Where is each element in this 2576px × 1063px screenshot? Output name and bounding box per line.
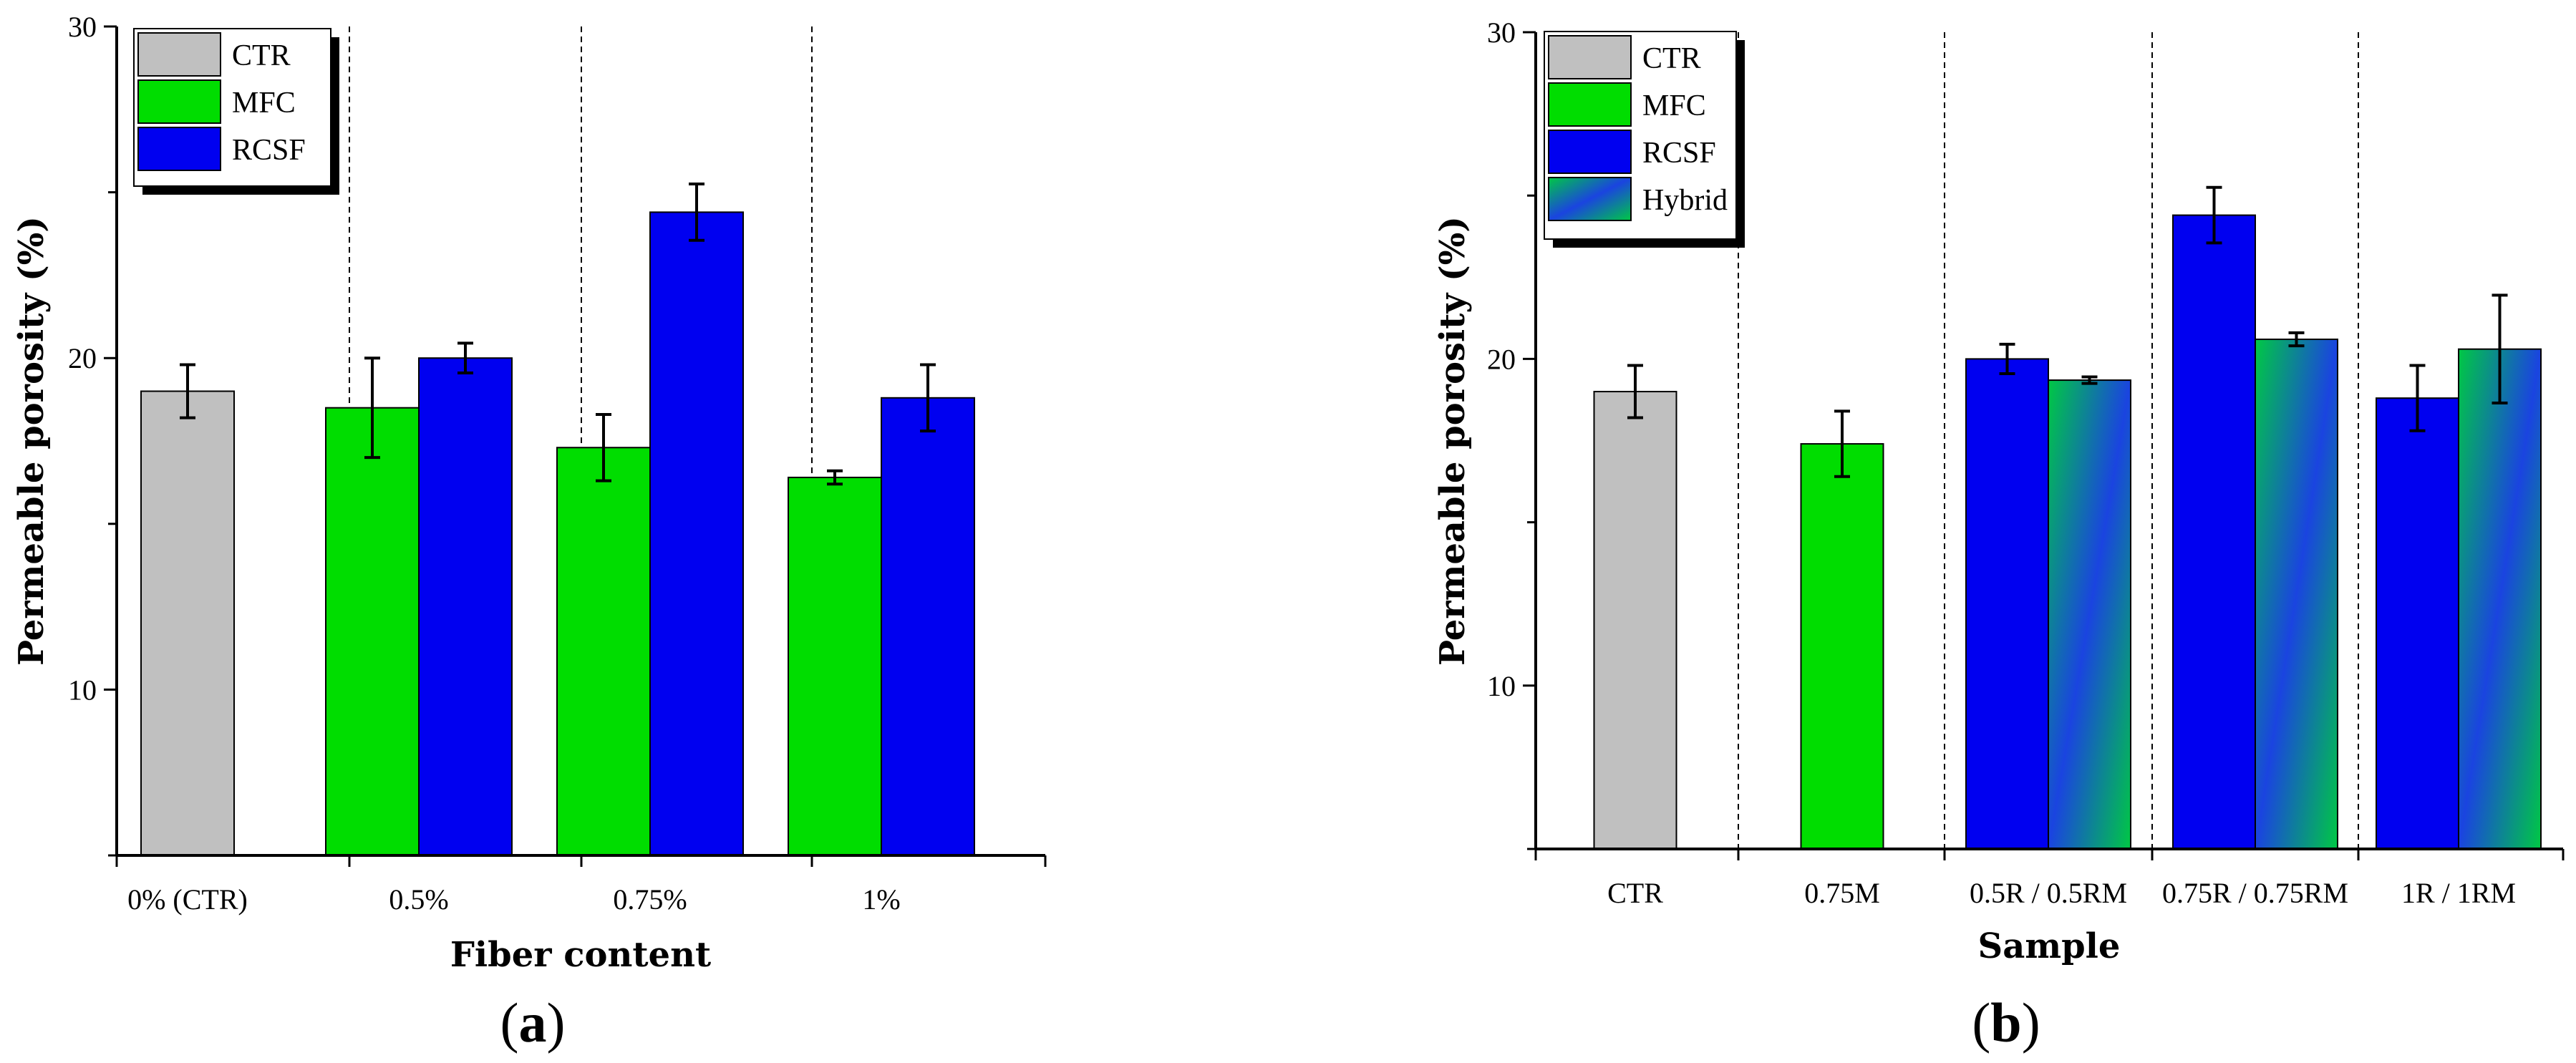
bars [140,211,975,856]
x-tick-label: CTR [1607,877,1663,909]
legend-swatch-ctr [137,32,221,77]
bar-hybrid-3 [2048,379,2131,850]
legend-swatch-rcsf [137,127,221,171]
legend: CTR MFC RCSF [133,28,339,195]
error-bar-mfc-2 [364,356,380,460]
y-tick-label: 10 [1487,670,1516,702]
bar-hybrid-4 [2255,339,2338,850]
error-bars [1627,185,2508,478]
error-bar-rcsf-5 [2409,364,2426,432]
error-bar-rcsf-3 [1999,342,2015,375]
error-bar-mfc-2 [1834,409,1850,478]
panel-b: 10 20 30 CTR 0.75M 0.5R / 0.5RM 0.75R / 0.75R… [1433,16,2565,1054]
y-tick-label: 10 [68,674,97,706]
bar-rcsf-5 [2376,397,2459,850]
legend: CTR MFC RCSF Hybrid [1544,31,1745,248]
bar-rcsf-4 [881,397,975,856]
bar-mfc-3 [556,447,651,856]
error-bar-rcsf-4 [2206,185,2222,245]
legend-label-ctr: CTR [232,39,291,72]
x-tick-label: 0.5% [389,883,448,916]
bar-ctr-1 [1593,391,1677,850]
x-tick-label: 0% (CTR) [127,883,248,916]
error-bar-mfc-4 [827,469,843,486]
panel-a: 10 20 30 0% (CTR) 0.5% 0.75% 1% Fiber content… [11,11,1047,1054]
bar-rcsf-2 [418,357,513,856]
bar-ctr-1 [140,390,235,856]
error-bar-rcsf-2 [457,341,473,375]
error-bar-hybrid-5 [2492,293,2508,405]
legend-swatch-rcsf [1548,130,1632,174]
error-bar-ctr-1 [1627,364,1643,419]
x-tick-label: 0.75R / 0.75RM [2162,877,2348,909]
y-ticks: 10 20 30 [68,11,117,857]
bar-mfc-4 [788,476,882,856]
bar-rcsf-3 [1965,358,2049,850]
y-tick-label: 30 [1487,16,1516,49]
bar-rcsf-3 [649,211,744,856]
x-tick-label: 1R / 1RM [2401,877,2516,909]
legend-swatch-ctr [1548,35,1632,79]
legend-label-hybrid: Hybrid [1642,184,1728,217]
y-ticks: 10 20 30 [1487,16,1536,850]
x-tick-label: 1% [862,883,900,916]
panel-label-a: (a) [500,991,566,1054]
legend-label-rcsf: RCSF [1642,137,1716,170]
legend-label-rcsf: RCSF [232,134,306,167]
error-bar-ctr-1 [180,363,195,419]
panel-letter-a: a [519,991,547,1054]
y-tick-label: 20 [68,342,97,374]
bar-mfc-2 [1800,443,1884,850]
y-tick-label: 20 [1487,343,1516,375]
legend-label-ctr: CTR [1642,42,1701,75]
panel-label-b: (b) [1972,991,2040,1054]
legend-swatch-mfc [1548,82,1632,127]
legend-swatch-hybrid [1548,177,1632,221]
y-axis-title: Permeable porosity (%) [11,216,52,666]
y-axis-title: Permeable porosity (%) [1433,216,1473,666]
bar-rcsf-4 [2172,214,2256,850]
x-ticks: CTR 0.75M 0.5R / 0.5RM 0.75R / 0.75RM 1R / 1… [1534,849,2565,909]
legend-label-mfc: MFC [232,87,296,120]
error-bar-mfc-3 [596,412,611,482]
y-tick-label: 30 [68,11,97,43]
panel-letter-b: b [1990,991,2021,1054]
x-tick-label: 0.5R / 0.5RM [1970,877,2127,909]
error-bar-rcsf-4 [920,363,936,433]
x-axis-title: Sample [1978,926,2121,966]
legend-swatch-mfc [137,79,221,124]
error-bar-hybrid-4 [2288,331,2305,348]
x-tick-label: 0.75M [1804,877,1880,909]
legend-label-mfc: MFC [1642,89,1706,122]
x-tick-label: 0.75% [613,883,687,916]
x-axis-title: Fiber content [450,935,711,975]
bars [1593,214,2542,850]
error-bar-rcsf-3 [689,183,704,242]
bar-mfc-2 [325,407,420,856]
bar-hybrid-5 [2458,348,2542,850]
error-bar-hybrid-3 [2081,375,2098,385]
error-bars [180,183,936,486]
x-ticks: 0% (CTR) 0.5% 0.75% 1% [115,855,1047,916]
